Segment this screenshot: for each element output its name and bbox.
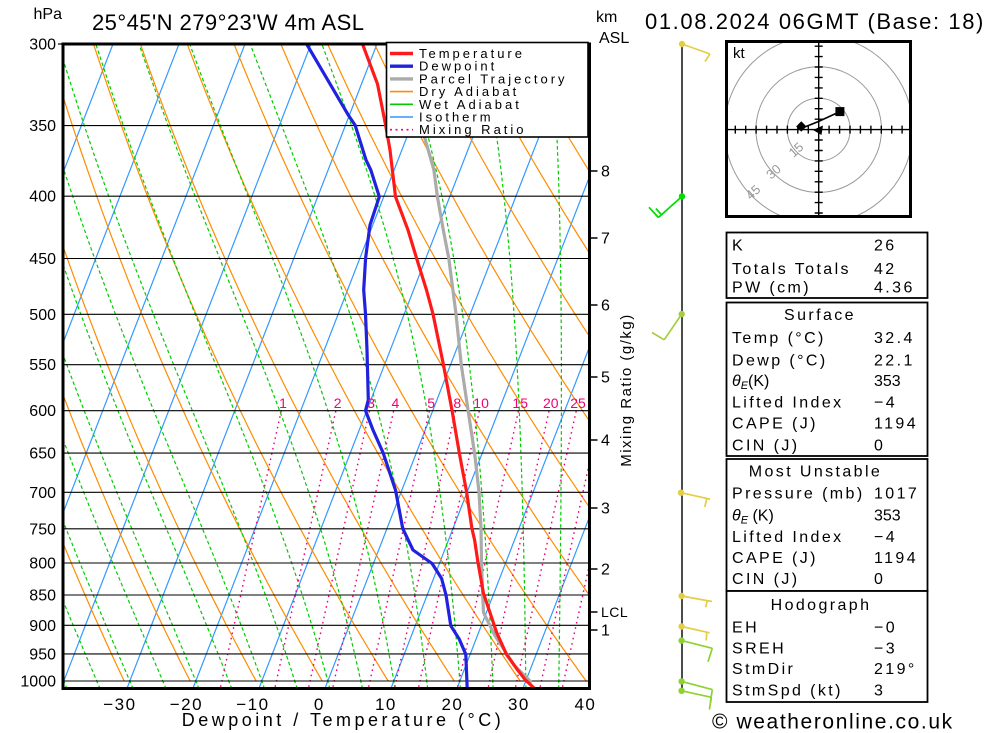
svg-text:500: 500: [29, 307, 56, 324]
svg-text:Dewpoint / Temperature (°C): Dewpoint / Temperature (°C): [182, 710, 504, 730]
svg-text:CIN (J): CIN (J): [732, 437, 799, 454]
svg-text:30: 30: [508, 695, 530, 714]
svg-text:5: 5: [601, 370, 610, 387]
svg-text:Surface: Surface: [784, 307, 856, 324]
svg-text:CAPE (J): CAPE (J): [732, 416, 818, 433]
svg-text:850: 850: [29, 588, 56, 605]
svg-text:4: 4: [601, 433, 610, 450]
svg-text:© weatheronline.co.uk: © weatheronline.co.uk: [712, 711, 954, 733]
svg-text:8: 8: [453, 395, 461, 411]
svg-text:Lifted Index: Lifted Index: [732, 529, 844, 546]
svg-text:1000: 1000: [20, 674, 56, 691]
svg-text:3: 3: [601, 501, 610, 518]
svg-text:2: 2: [601, 562, 610, 579]
svg-text:CIN (J): CIN (J): [732, 571, 799, 588]
svg-text:1017: 1017: [874, 485, 919, 502]
svg-text:−10: −10: [236, 695, 269, 714]
svg-text:Mixing Ratio: Mixing Ratio: [419, 122, 527, 137]
svg-text:219°: 219°: [874, 661, 917, 678]
svg-text:LCL: LCL: [601, 604, 628, 620]
svg-text:22.1: 22.1: [874, 353, 915, 370]
svg-text:20: 20: [543, 395, 559, 411]
svg-text:5: 5: [427, 395, 435, 411]
svg-text:kt: kt: [733, 45, 746, 62]
svg-text:25: 25: [570, 395, 586, 411]
svg-text:7: 7: [601, 231, 610, 248]
svg-text:Parcel Trajectory: Parcel Trajectory: [419, 71, 568, 86]
svg-text:StmDir: StmDir: [732, 661, 795, 678]
svg-text:−0: −0: [874, 619, 897, 636]
svg-text:700: 700: [29, 485, 56, 502]
svg-text:550: 550: [29, 357, 56, 374]
svg-text:3: 3: [367, 395, 375, 411]
svg-text:Dewpoint: Dewpoint: [419, 59, 497, 74]
svg-text:32.4: 32.4: [874, 330, 915, 347]
svg-text:K: K: [732, 238, 745, 255]
svg-text:CAPE (J): CAPE (J): [732, 550, 818, 567]
svg-text:400: 400: [29, 189, 56, 206]
svg-text:Mixing Ratio (g/kg): Mixing Ratio (g/kg): [618, 313, 635, 467]
svg-text:Lifted Index: Lifted Index: [732, 394, 844, 411]
svg-text:0: 0: [874, 437, 885, 454]
svg-text:Most Unstable: Most Unstable: [749, 464, 882, 481]
svg-text:−20: −20: [170, 695, 203, 714]
svg-text:−4: −4: [874, 394, 897, 411]
svg-text:950: 950: [29, 646, 56, 663]
svg-text:15: 15: [512, 395, 528, 411]
svg-text:Dry Adiabat: Dry Adiabat: [419, 84, 519, 99]
svg-text:1194: 1194: [874, 550, 918, 567]
svg-text:1194: 1194: [874, 416, 918, 433]
svg-text:EH: EH: [732, 619, 759, 636]
svg-text:−4: −4: [874, 529, 897, 546]
svg-text:20: 20: [441, 695, 463, 714]
svg-text:PW (cm): PW (cm): [732, 279, 811, 296]
svg-text:Temperature: Temperature: [419, 46, 525, 61]
svg-text:θE (K): θE (K): [732, 508, 774, 527]
svg-text:3: 3: [874, 683, 885, 700]
svg-text:353: 353: [874, 373, 901, 390]
svg-text:−30: −30: [103, 695, 136, 714]
svg-text:1: 1: [601, 623, 610, 640]
svg-text:θE(K): θE(K): [732, 373, 769, 392]
svg-text:km: km: [596, 9, 617, 26]
svg-text:6: 6: [601, 298, 610, 315]
svg-text:10: 10: [473, 395, 489, 411]
svg-text:650: 650: [29, 446, 56, 463]
svg-text:4: 4: [392, 395, 400, 411]
svg-text:25°45'N 279°23'W 4m ASL: 25°45'N 279°23'W 4m ASL: [92, 10, 364, 35]
svg-text:Wet Adiabat: Wet Adiabat: [419, 97, 522, 112]
svg-text:Temp (°C): Temp (°C): [732, 330, 826, 347]
svg-text:300: 300: [29, 37, 56, 54]
svg-text:4.36: 4.36: [874, 279, 915, 296]
svg-text:353: 353: [874, 508, 901, 525]
svg-text:26: 26: [874, 238, 897, 255]
svg-text:2: 2: [334, 395, 342, 411]
svg-text:hPa: hPa: [34, 6, 63, 23]
svg-text:Isotherm: Isotherm: [419, 110, 494, 125]
svg-text:0: 0: [874, 571, 885, 588]
svg-text:StmSpd (kt): StmSpd (kt): [732, 683, 843, 700]
svg-text:0: 0: [314, 695, 325, 714]
svg-text:8: 8: [601, 164, 610, 181]
svg-text:600: 600: [29, 403, 56, 420]
svg-text:42: 42: [874, 261, 897, 278]
svg-text:SREH: SREH: [732, 641, 786, 658]
svg-text:750: 750: [29, 521, 56, 538]
svg-text:1: 1: [279, 395, 287, 411]
svg-text:350: 350: [29, 118, 56, 135]
svg-text:Totals Totals: Totals Totals: [732, 261, 851, 278]
svg-text:01.08.2024 06GMT (Base: 18): 01.08.2024 06GMT (Base: 18): [645, 9, 985, 34]
svg-text:ASL: ASL: [599, 30, 629, 47]
svg-text:Pressure (mb): Pressure (mb): [732, 485, 865, 502]
svg-text:Hodograph: Hodograph: [771, 597, 872, 614]
svg-text:10: 10: [375, 695, 397, 714]
svg-text:900: 900: [29, 618, 56, 635]
svg-text:800: 800: [29, 556, 56, 573]
svg-text:40: 40: [574, 695, 596, 714]
svg-text:450: 450: [29, 251, 56, 268]
svg-text:−3: −3: [874, 641, 897, 658]
svg-text:Dewp (°C): Dewp (°C): [732, 353, 828, 370]
